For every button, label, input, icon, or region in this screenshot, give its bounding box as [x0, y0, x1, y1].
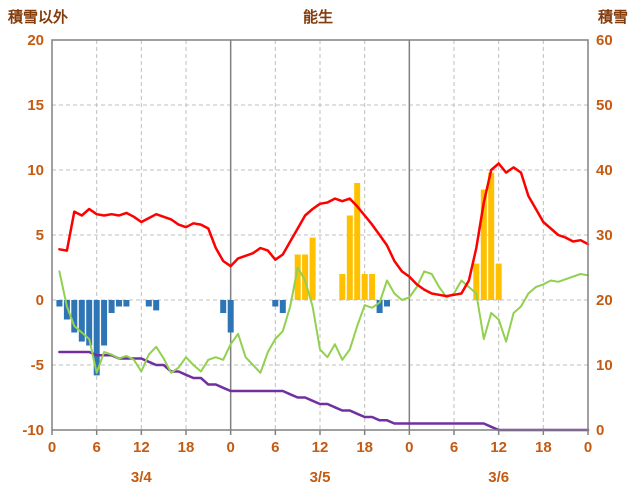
snowfall-bars-bar	[220, 300, 227, 313]
temperature-line-path	[58, 162, 590, 298]
snow-depth-line-path	[58, 350, 590, 432]
rainfall-bars-bar	[473, 263, 480, 300]
rainfall-bars-bar	[480, 189, 487, 300]
snowfall-bars-bar	[78, 300, 85, 342]
series-snow-depth-line	[58, 350, 590, 432]
snowfall-bars-bar	[272, 300, 279, 307]
snowfall-bars-bar	[227, 300, 234, 333]
rainfall-bars-bar	[354, 183, 361, 300]
x-axis-hour-label: 12	[133, 439, 150, 456]
x-axis-date-label: 3/5	[310, 469, 331, 486]
left-axis-tick-label: -10	[22, 422, 44, 439]
left-axis-tick-label: 15	[27, 97, 44, 114]
snowfall-bars-bar	[123, 300, 130, 307]
snowfall-bars-bar	[63, 300, 70, 320]
right-axis-tick-label: 20	[596, 292, 613, 309]
chart-title: 能生	[302, 9, 333, 26]
right-axis-tick-label: 50	[596, 97, 613, 114]
rainfall-bars-bar	[361, 274, 368, 300]
x-axis-hour-label: 12	[490, 439, 507, 456]
rainfall-bars-bar	[488, 172, 495, 300]
series-green-line	[58, 266, 589, 374]
x-axis-hour-label: 6	[92, 439, 100, 456]
snowfall-bars-bar	[56, 300, 63, 307]
snowfall-bars-bar	[108, 300, 115, 313]
x-axis-hour-label: 6	[450, 439, 458, 456]
rainfall-bars-bar	[369, 274, 376, 300]
left-axis-tick-label: 5	[36, 227, 44, 244]
x-axis-hour-label: 0	[226, 439, 234, 456]
x-axis-hour-label: 6	[271, 439, 279, 456]
snowfall-bars-bar	[279, 300, 286, 313]
snowfall-bars-bar	[116, 300, 122, 307]
x-axis-hour-label: 18	[535, 439, 552, 456]
x-axis-hour-label: 12	[312, 439, 329, 456]
rainfall-bars-bar	[495, 263, 502, 300]
left-axis-tick-label: 0	[36, 292, 44, 309]
rainfall-bars-bar	[346, 215, 353, 300]
green-line-path	[58, 266, 589, 374]
left-axis-tick-label: 10	[27, 162, 44, 179]
series-rainfall-bars	[294, 172, 502, 300]
x-axis-hour-label: 18	[356, 439, 373, 456]
right-axis-tick-label: 30	[596, 227, 613, 244]
right-axis-tick-label: 10	[596, 357, 613, 374]
gridlines	[52, 40, 588, 430]
rainfall-bars-bar	[294, 254, 301, 300]
x-axis-hour-label: 0	[405, 439, 413, 456]
right-axis-title: 積雪	[597, 9, 628, 26]
left-axis-tick-label: 20	[27, 32, 44, 49]
rainfall-bars-bar	[302, 254, 309, 300]
series-temperature-line	[58, 162, 590, 298]
x-axis-date-label: 3/6	[488, 469, 509, 486]
rainfall-bars-bar	[309, 237, 316, 300]
series-snowfall-bars	[56, 300, 390, 376]
right-axis-tick-label: 60	[596, 32, 613, 49]
snowfall-bars-bar	[71, 300, 78, 333]
right-axis-tick-label: 40	[596, 162, 613, 179]
right-axis-tick-label: 0	[596, 422, 604, 439]
snowfall-bars-bar	[101, 300, 108, 346]
snowfall-bars-bar	[86, 300, 93, 346]
snowfall-bars-bar	[376, 300, 383, 313]
x-axis-hour-label: 0	[48, 439, 56, 456]
x-axis-date-label: 3/4	[131, 469, 153, 486]
left-axis-title: 積雪以外	[8, 9, 69, 26]
left-axis-tick-label: -5	[31, 357, 44, 374]
x-axis-hour-label: 18	[178, 439, 195, 456]
rainfall-bars-bar	[339, 274, 346, 300]
snowfall-bars-bar	[153, 300, 160, 311]
snowfall-bars-bar	[145, 300, 152, 307]
x-axis-hour-label: 0	[584, 439, 592, 456]
snowfall-bars-bar	[93, 300, 100, 376]
snowfall-bars-bar	[384, 300, 390, 307]
